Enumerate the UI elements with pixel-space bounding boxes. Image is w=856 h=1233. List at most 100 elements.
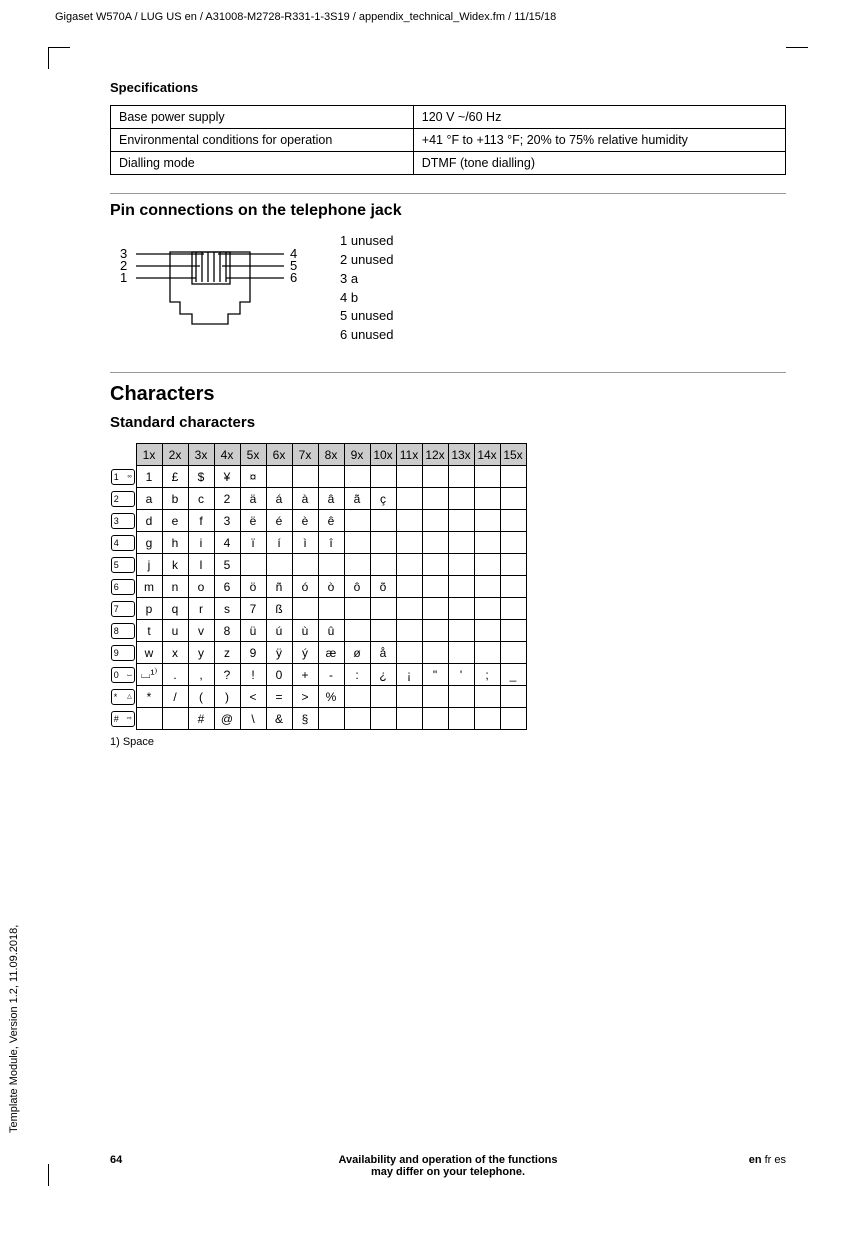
char-cell (474, 488, 500, 510)
char-cell (344, 532, 370, 554)
footer-line1: Availability and operation of the functi… (339, 1154, 558, 1166)
characters-sub: Standard characters (110, 414, 786, 431)
jack-diagram: 3 2 1 4 5 6 (110, 232, 310, 352)
char-cell (474, 576, 500, 598)
char-cell: n (162, 576, 188, 598)
char-cell: _ (500, 664, 526, 686)
col-header: 11x (396, 444, 422, 466)
char-cell: % (318, 686, 344, 708)
char-cell: g (136, 532, 162, 554)
col-header: 5x (240, 444, 266, 466)
char-cell (422, 510, 448, 532)
col-header: 2x (162, 444, 188, 466)
char-cell: * (136, 686, 162, 708)
char-cell: ú (266, 620, 292, 642)
char-cell: i (188, 532, 214, 554)
character-table: 1x2x3x4x5x6x7x8x9x10x11x12x13x14x15x 1∞1… (110, 443, 527, 730)
char-cell (500, 488, 526, 510)
char-cell (318, 554, 344, 576)
char-cell: ñ (266, 576, 292, 598)
char-cell (422, 576, 448, 598)
char-cell: ? (214, 664, 240, 686)
char-cell: w (136, 642, 162, 664)
char-cell (474, 598, 500, 620)
pin-num: 6 (290, 270, 297, 285)
char-cell (370, 532, 396, 554)
col-header: 9x (344, 444, 370, 466)
char-cell (292, 554, 318, 576)
key-button: 9 (111, 645, 135, 661)
char-cell: ( (188, 686, 214, 708)
char-cell (448, 642, 474, 664)
table-cell: +41 °F to +113 °F; 20% to 75% relative h… (413, 129, 785, 152)
char-cell: ã (344, 488, 370, 510)
char-cell: z (214, 642, 240, 664)
char-cell: $ (188, 466, 214, 488)
char-cell (344, 598, 370, 620)
char-cell: æ (318, 642, 344, 664)
char-cell: e (162, 510, 188, 532)
char-cell: ù (292, 620, 318, 642)
char-cell (396, 708, 422, 730)
char-cell (500, 532, 526, 554)
char-cell (370, 466, 396, 488)
col-header: 10x (370, 444, 396, 466)
char-cell: ' (448, 664, 474, 686)
char-cell: ; (474, 664, 500, 686)
char-cell: s (214, 598, 240, 620)
char-cell: @ (214, 708, 240, 730)
page-number: 64 (110, 1154, 170, 1166)
table-cell: Base power supply (111, 106, 414, 129)
char-cell (422, 466, 448, 488)
char-cell (500, 576, 526, 598)
crop-mark (48, 1164, 70, 1186)
pin-heading: Pin connections on the telephone jack (110, 202, 786, 220)
char-cell: \ (240, 708, 266, 730)
char-cell (474, 510, 500, 532)
table-cell: DTMF (tone dialling) (413, 152, 785, 175)
key-button: 3 (111, 513, 135, 529)
char-cell (370, 686, 396, 708)
char-cell (318, 598, 344, 620)
char-cell: ò (318, 576, 344, 598)
char-cell: 1 (136, 466, 162, 488)
char-cell: ¥ (214, 466, 240, 488)
char-cell (292, 466, 318, 488)
crop-mark (786, 47, 808, 69)
char-cell (448, 466, 474, 488)
char-cell (422, 532, 448, 554)
char-cell (396, 488, 422, 510)
col-header: 7x (292, 444, 318, 466)
char-cell (370, 708, 396, 730)
header-path: Gigaset W570A / LUG US en / A31008-M2728… (55, 11, 801, 23)
char-cell (370, 620, 396, 642)
char-cell (448, 488, 474, 510)
char-cell (422, 686, 448, 708)
char-cell: 9 (240, 642, 266, 664)
pin-legend: 1 unused2 unused3 a4 b5 unused6 unused (340, 232, 394, 345)
char-cell (448, 532, 474, 554)
key-button: #⇨ (111, 711, 135, 727)
char-cell: ÿ (266, 642, 292, 664)
char-cell (474, 686, 500, 708)
char-cell: m (136, 576, 162, 598)
char-cell: ó (292, 576, 318, 598)
col-header: 1x (136, 444, 162, 466)
char-cell (500, 554, 526, 576)
char-cell (448, 576, 474, 598)
col-header: 6x (266, 444, 292, 466)
char-cell: v (188, 620, 214, 642)
char-cell (136, 708, 162, 730)
char-cell (448, 708, 474, 730)
char-cell (344, 510, 370, 532)
char-cell (474, 708, 500, 730)
char-cell (396, 576, 422, 598)
char-cell (396, 642, 422, 664)
char-cell: ë (240, 510, 266, 532)
char-cell: ê (318, 510, 344, 532)
char-cell: + (292, 664, 318, 686)
char-cell: / (162, 686, 188, 708)
char-cell: 6 (214, 576, 240, 598)
char-cell (422, 554, 448, 576)
char-cell: ý (292, 642, 318, 664)
